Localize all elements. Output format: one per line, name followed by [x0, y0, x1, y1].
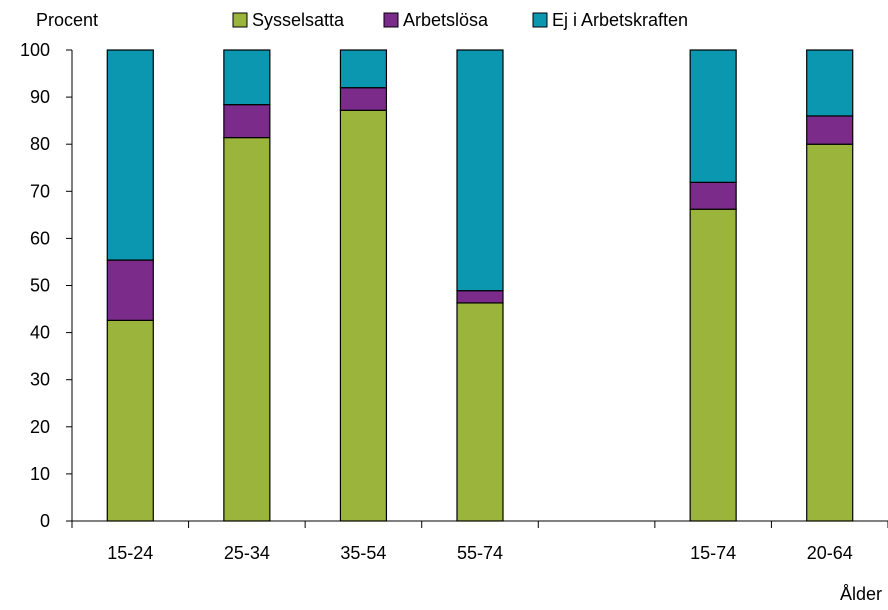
legend-swatch-1 — [232, 12, 248, 28]
y-tick-label: 0 — [40, 511, 50, 531]
bars — [106, 49, 854, 522]
bar-segment-15-24-2 — [106, 259, 154, 321]
y-tick-label: 30 — [30, 370, 50, 390]
y-tick-label: 50 — [30, 276, 50, 296]
bar-segment-55-74-3 — [456, 49, 504, 292]
bar-segment-35-54-1 — [339, 109, 388, 522]
x-tick-label: 15-74 — [690, 543, 736, 563]
bar-segment-20-64-2 — [806, 115, 854, 145]
bar-segment-15-24-1 — [106, 319, 154, 522]
bar-segment-15-74-1 — [689, 208, 737, 522]
y-tick-label: 40 — [30, 323, 50, 343]
x-tick-label: 15-24 — [107, 543, 153, 563]
y-tick-label: 10 — [30, 464, 50, 484]
bar-segment-35-54-2 — [339, 87, 388, 111]
x-axis-title: Ålder — [840, 584, 882, 604]
y-axis: 0 10 20 30 40 50 60 70 80 90 100 — [20, 40, 73, 531]
legend-label-2: Arbetslösa — [403, 10, 489, 30]
bar-segment-55-74-1 — [456, 302, 504, 522]
bar-segment-55-74-2 — [456, 290, 504, 304]
y-tick-label: 90 — [30, 87, 50, 107]
legend: Sysselsatta Arbetslösa Ej i Arbetskraften — [232, 10, 688, 30]
x-tick-label: 55-74 — [457, 543, 503, 563]
bar-segment-15-74-2 — [689, 181, 737, 210]
legend-swatch-2 — [383, 12, 399, 28]
y-tick-label: 100 — [20, 40, 50, 60]
legend-swatch-3 — [532, 12, 548, 28]
legend-label-3: Ej i Arbetskraften — [552, 10, 688, 30]
x-axis: 15-24 25-34 35-54 55-74 15-74 20-64 — [71, 520, 888, 563]
legend-label-1: Sysselsatta — [252, 10, 345, 30]
bar-segment-25-34-3 — [223, 49, 271, 106]
y-tick-label: 80 — [30, 134, 50, 154]
bar-segment-35-54-3 — [339, 49, 388, 89]
y-tick-label: 60 — [30, 228, 50, 248]
y-tick-label: 20 — [30, 417, 50, 437]
bar-segment-15-24-3 — [106, 49, 154, 261]
y-axis-title: Procent — [36, 10, 98, 30]
bar-segment-20-64-3 — [806, 49, 854, 117]
y-tick-label: 70 — [30, 181, 50, 201]
x-tick-label: 25-34 — [224, 543, 270, 563]
x-tick-label: 35-54 — [340, 543, 386, 563]
x-tick-label: 20-64 — [807, 543, 853, 563]
bar-segment-20-64-1 — [806, 143, 854, 522]
bar-segment-15-74-3 — [689, 49, 737, 183]
bar-segment-25-34-2 — [223, 104, 271, 139]
bar-segment-25-34-1 — [223, 137, 271, 522]
